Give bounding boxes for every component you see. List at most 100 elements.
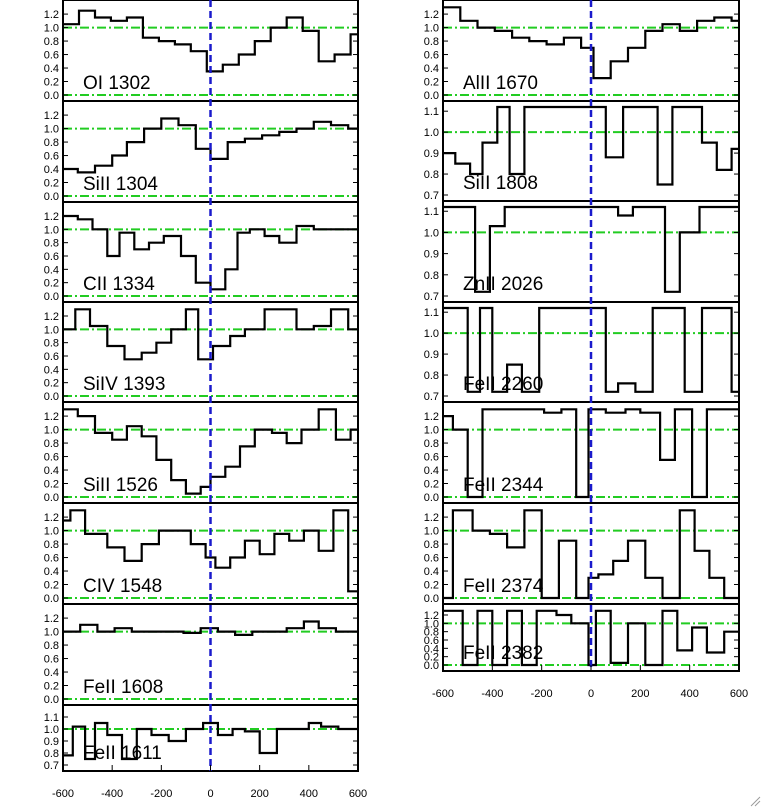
panel-alii-1670: 0.00.2 0.40.6 0.81.0 1.2 AlII 1670 <box>424 0 740 102</box>
spectrum-znii-2026 <box>443 205 739 293</box>
y-tick-label: 1.1 <box>424 106 439 118</box>
y-tick-label: 0.6 <box>44 351 59 363</box>
panel-feii-2344: 0.00.2 0.40.6 0.81.0 1.2 FeII 2344 <box>424 401 740 504</box>
y-tick-label: 0.2 <box>44 77 59 89</box>
panel-feii-2382: 0.00.20.40.60.81.01.2 FeII 2382 <box>424 603 740 672</box>
y-tick-label: 1.0 <box>44 724 59 736</box>
spectrum-siii-1304 <box>63 117 358 174</box>
y-tick-label: 1.0 <box>44 627 59 639</box>
ion-label: CIV 1548 <box>83 576 162 597</box>
y-tick-label: 0.4 <box>44 63 59 75</box>
x-tick-label: -200 <box>531 688 553 700</box>
y-tick-label: 0.7 <box>424 190 439 202</box>
ion-label: AlII 1670 <box>463 73 538 94</box>
y-tick-label: 1.0 <box>424 23 439 35</box>
y-tick-label: 0.2 <box>44 378 59 390</box>
y-tick-label: 0.4 <box>44 465 59 477</box>
y-tick-label: 0.4 <box>424 63 439 75</box>
y-tick-label: 0.8 <box>424 270 439 282</box>
y-tick-label: 0.6 <box>424 553 439 565</box>
column-1: 0.00.20.40.60.81.01.2OI 13020.00.20.40.6… <box>44 0 367 800</box>
panel-feii-1608: 0.00.2 0.40.6 0.81.0 1.2 FeII 1608 <box>44 603 359 706</box>
panel-cii-1334: 0.00.2 0.40.60.8 1.01.2 CII 1334 <box>44 201 359 303</box>
y-tick-label: 0.8 <box>44 338 59 350</box>
y-tick-label: 0.4 <box>44 667 59 679</box>
ion-label: FeII 2382 <box>463 643 543 664</box>
panel-feii-2374: 0.00.2 0.40.6 0.81.0 1.2 FeII 2374 <box>424 502 740 605</box>
y-tick-label: 0.2 <box>44 580 59 592</box>
y-tick-label: 1.2 <box>424 9 439 21</box>
x-tick-label: 200 <box>250 788 268 800</box>
y-tick-label: 0.0 <box>424 593 439 605</box>
ion-label: SiII 1808 <box>463 173 538 194</box>
y-tick-label: 0.8 <box>44 438 59 450</box>
ion-label: OI 1302 <box>83 73 151 94</box>
y-tick-label: 0.9 <box>424 249 439 261</box>
y-tick-label: 0.4 <box>44 566 59 578</box>
ion-label: FeII 2344 <box>463 475 544 496</box>
y-tick-label: 0.4 <box>424 643 439 655</box>
y-tick-label: 0.0 <box>44 391 59 403</box>
panel-civ-1548: 0.00.2 0.40.6 0.81.0 1.2 CIV 1548 <box>44 502 359 605</box>
y-tick-label: 1.1 <box>424 206 439 218</box>
y-tick-label: 0.8 <box>424 36 439 48</box>
y-tick-label: 1.2 <box>424 610 439 622</box>
ion-label: SiII 1304 <box>83 174 158 195</box>
panel-siii-1808: 0.7 0.8 0.9 1.0 1.1 SiII 1808 <box>424 100 740 202</box>
x-tick-label: 600 <box>349 788 367 800</box>
y-tick-label: 1.0 <box>424 328 439 340</box>
y-tick-label: 0.8 <box>44 238 59 250</box>
y-tick-label: 0.4 <box>424 465 439 477</box>
x-tick-label: 0 <box>588 688 594 700</box>
y-tick-label: 0.8 <box>424 627 439 639</box>
y-tick-label: 1.2 <box>44 311 59 323</box>
y-tick-label: 0.2 <box>44 178 59 190</box>
y-tick-label: 0.0 <box>44 291 59 303</box>
y-tick-label: 0.0 <box>44 191 59 203</box>
y-tick-label: 1.0 <box>44 425 59 437</box>
x-tick-label: -600 <box>432 688 454 700</box>
y-tick-label: 0.2 <box>44 681 59 693</box>
ion-label: FeII 1608 <box>83 677 163 698</box>
y-tick-label: 1.0 <box>44 224 59 236</box>
x-tick-label: 400 <box>300 788 318 800</box>
y-tick-label: 0.0 <box>44 492 59 504</box>
ion-label: CII 1334 <box>83 274 155 295</box>
y-tick-label: 0.2 <box>44 479 59 491</box>
y-tick-label: 1.0 <box>424 425 439 437</box>
panel-siiv-1393: 0.00.2 0.40.60.8 1.01.2 SiIV 1393 <box>44 301 359 403</box>
y-tick-label: 0.6 <box>44 553 59 565</box>
x-tick-label: -400 <box>481 688 503 700</box>
y-tick-label: 0.4 <box>44 264 59 276</box>
spectrum-siiv-1393 <box>63 308 358 361</box>
y-tick-label: 1.0 <box>424 227 439 239</box>
x-tick-label: 200 <box>631 688 649 700</box>
y-tick-label: 1.2 <box>424 512 439 524</box>
y-tick-label: 0.0 <box>424 90 439 102</box>
spectrum-feii-1611 <box>63 721 358 761</box>
ion-label: FeII 2374 <box>463 576 544 597</box>
y-tick-label: 0.7 <box>424 291 439 303</box>
ion-label: SiII 1526 <box>83 475 158 496</box>
y-tick-label: 1.0 <box>44 23 59 35</box>
panel-feii-1611: 0.70.80.91.01.1 FeII 1611 <box>44 704 359 772</box>
y-tick-label: 0.0 <box>44 694 59 706</box>
x-tick-label: -400 <box>101 788 123 800</box>
y-tick-label: 1.2 <box>44 110 59 122</box>
y-tick-label: 0.0 <box>424 492 439 504</box>
spectrum-cii-1334 <box>63 214 358 291</box>
spectrum-oi-1302 <box>63 9 358 73</box>
y-tick-label: 0.6 <box>44 654 59 666</box>
y-tick-label: 0.6 <box>44 50 59 62</box>
y-tick-label: 0.2 <box>424 77 439 89</box>
y-tick-label: 0.4 <box>44 164 59 176</box>
y-tick-label: 0.9 <box>424 349 439 361</box>
y-tick-label: 0.2 <box>424 652 439 664</box>
y-tick-label: 0.9 <box>44 736 59 748</box>
spectrum-feii-1608 <box>63 620 358 636</box>
spectrum-feii-2374 <box>443 509 739 600</box>
spectrum-siii-1526 <box>63 408 358 495</box>
x-tick-label: -200 <box>150 788 172 800</box>
